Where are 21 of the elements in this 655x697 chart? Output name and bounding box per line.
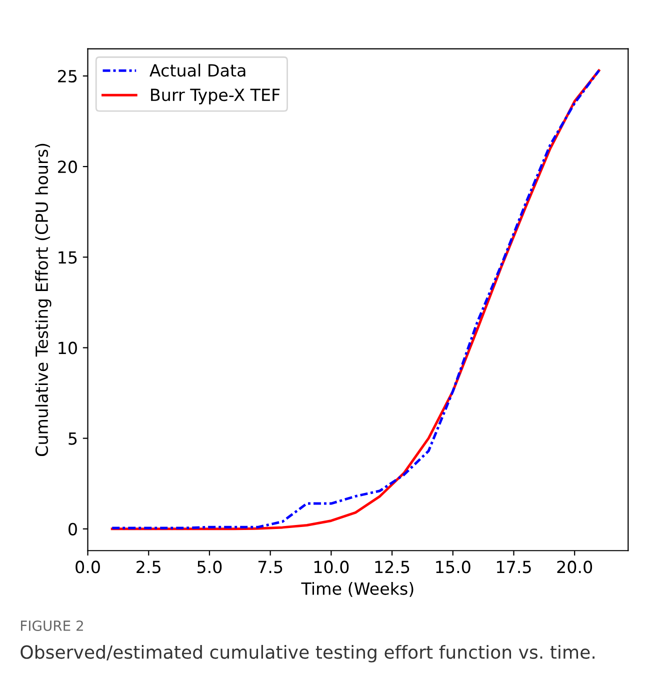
x-tick-label: 0.0	[76, 560, 100, 574]
text: Observed/estimated cumulative testing effort function vs. time.	[20, 644, 594, 662]
y-axis-title: Cumulative Testing Effort (CPU hours)	[35, 144, 52, 456]
caption: FIGURE 2	[21, 620, 83, 631]
y-tick-label: 5	[68, 432, 77, 445]
x-tick-label: 12.5	[375, 560, 410, 574]
y-tick-label: 20	[58, 160, 77, 174]
x-tick-label: 10.0	[314, 560, 349, 574]
y-tick-label: 0	[68, 522, 77, 536]
y-tick-label: 15	[58, 251, 77, 264]
x-tick-label: 20.0	[557, 560, 592, 574]
y-tick-label: 25	[58, 70, 77, 83]
x-tick-label: 15.0	[436, 560, 470, 574]
x-tick-label: 5.0	[198, 560, 222, 574]
y-tick-label: 10	[58, 342, 77, 354]
x-tick-label: 17.5	[497, 560, 531, 574]
legend-label: Actual Data	[150, 64, 246, 77]
x-tick-label: 7.5	[258, 560, 282, 574]
x-tick-label: 2.5	[136, 560, 160, 574]
legend-label: Burr Type-X TEF	[151, 88, 280, 104]
x-axis-title: Time (Weeks)	[301, 582, 414, 597]
